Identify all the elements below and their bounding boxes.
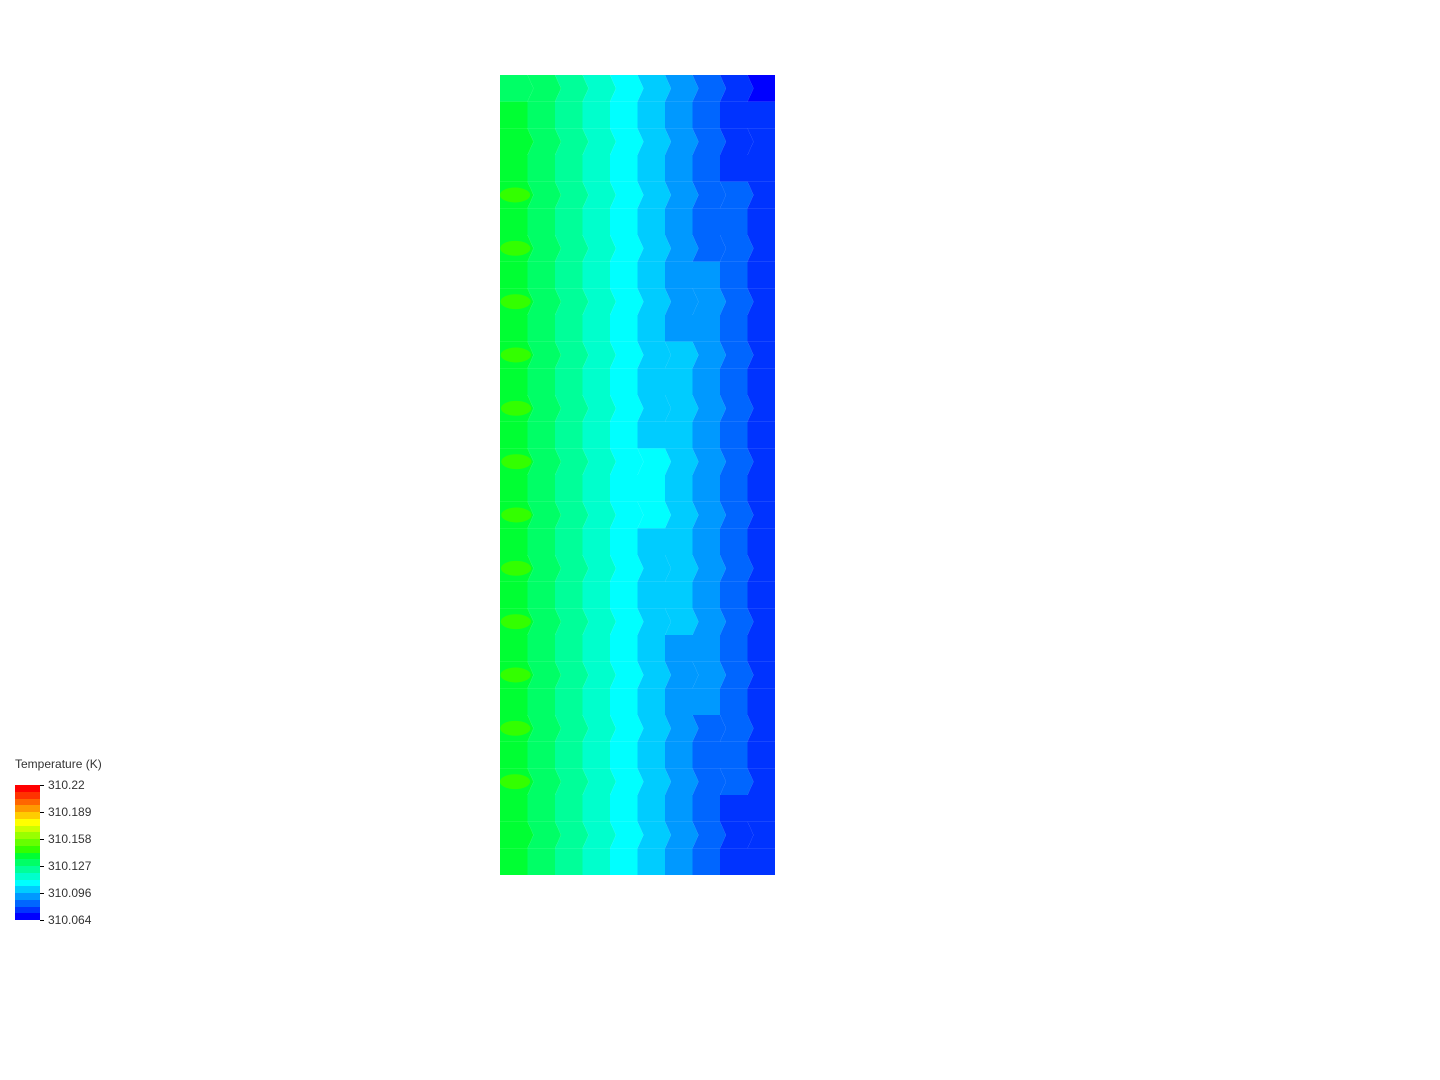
legend-tick-label: 310.22 [48,778,85,792]
legend-tick [40,920,44,921]
legend-tick [40,866,44,867]
legend-color-block [15,913,40,920]
legend-tick [40,785,44,786]
legend-color-block [15,873,40,880]
legend-color-block [15,853,40,860]
legend-tick [40,893,44,894]
legend-color-block [15,907,40,914]
legend-color-block [15,792,40,799]
legend-color-block [15,812,40,819]
heatmap-svg [500,75,775,875]
legend-color-block [15,839,40,846]
legend-color-block [15,880,40,887]
legend-color-block [15,799,40,806]
legend-color-block [15,866,40,873]
legend-tick-label: 310.096 [48,886,91,900]
legend-colorbar [15,785,40,920]
legend: Temperature (K) 310.22 310.189 310.158 310.… [15,757,120,930]
legend-tick-label: 310.127 [48,859,91,873]
legend-tick [40,839,44,840]
legend-color-block [15,785,40,792]
legend-color-block [15,893,40,900]
legend-tick-label: 310.189 [48,805,91,819]
legend-color-block [15,886,40,893]
legend-color-block [15,826,40,833]
legend-color-block [15,846,40,853]
legend-color-block [15,832,40,839]
legend-color-block [15,805,40,812]
legend-color-block [15,819,40,826]
temperature-heatmap [500,75,775,875]
legend-tick-label: 310.158 [48,832,91,846]
legend-color-block [15,900,40,907]
legend-tick-label: 310.064 [48,913,91,927]
legend-title: Temperature (K) [15,757,102,771]
legend-color-block [15,859,40,866]
legend-tick [40,812,44,813]
